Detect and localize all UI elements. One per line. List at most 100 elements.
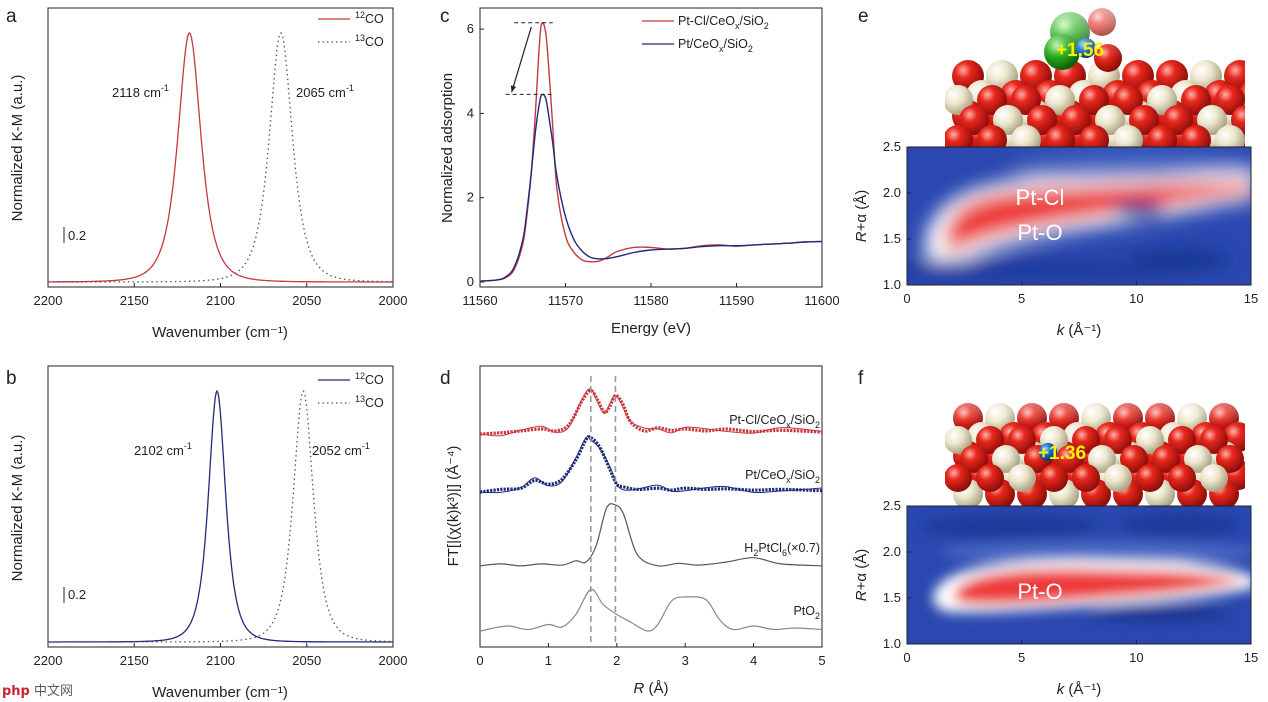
legend-label-pt: Pt/CeOx/SiO2 [678, 37, 753, 54]
x-tick-label: 2150 [120, 653, 149, 668]
panel-a-plot-area [48, 31, 393, 283]
cerium-atom [1045, 85, 1075, 115]
panel-f-structure [945, 395, 1245, 506]
x-tick-label: 11600 [804, 293, 839, 308]
panel-a-frame [47, 7, 394, 288]
panel-e-xlabel: k (Å⁻¹) [1057, 322, 1102, 339]
panel-a-xlabel: Wavenumber (cm⁻¹) [152, 324, 288, 341]
cerium-atom [1136, 426, 1164, 454]
x-tick-label: 5 [1018, 650, 1025, 665]
panel-f-label: f [858, 368, 864, 389]
panel-b-x-ticks: 2200 2150 2100 2050 2000 [34, 643, 408, 668]
y-tick-label: 1.5 [883, 590, 901, 605]
x-tick-label: 10 [1129, 650, 1143, 665]
cerium-atom [1095, 105, 1125, 135]
y-tick-label: 1.0 [883, 636, 901, 651]
region-label-pt-o: Pt-O [1017, 579, 1062, 604]
panel-e: e +1.56 Pt-Cl Pt-O 0 5 10 15 1.0 1.5 2.0 2.5 k … [853, 6, 1258, 339]
x-tick-label: 4 [750, 653, 757, 668]
series-label-pt-cl: Pt-Cl/CeOx/SiO2 [729, 413, 820, 430]
panel-b-label: b [6, 368, 17, 389]
panel-c-ylabel: Normalized adsorption [439, 73, 456, 223]
annotation-peak-12co: 2118 cm-1 [112, 83, 169, 100]
panel-d-frame [479, 365, 823, 648]
series-line-2 [479, 503, 823, 567]
panel-f-frame [906, 505, 1252, 645]
y-tick-label: 6 [467, 21, 474, 36]
series-line-12co [48, 389, 393, 643]
legend-label-12co: 12CO [355, 10, 384, 26]
structure-fade [945, 395, 1245, 425]
panel-b: b 2200 2150 2100 2050 2000 Wavenumber (cm⁻¹)… [6, 365, 408, 701]
y-tick-label: 1.5 [883, 231, 901, 246]
panel-f-structure-label: +1.36 [1038, 443, 1086, 464]
x-tick-label: 11560 [462, 293, 497, 308]
y-tick-label: 2.0 [883, 185, 901, 200]
series-fit-1 [479, 436, 823, 494]
decrease-arrow [511, 26, 532, 93]
oxygen-atom [1216, 445, 1244, 473]
cerium-atom [1113, 125, 1143, 147]
cerium-atom [1197, 105, 1227, 135]
panel-b-legend: 12CO 13CO [318, 371, 384, 410]
panel-f-ylabel: R+α (Å) [853, 549, 870, 601]
x-tick-label: 11570 [548, 293, 583, 308]
cerium-atom [1184, 445, 1212, 473]
oxygen-atom [1120, 445, 1148, 473]
oxygen-atom [1215, 85, 1245, 115]
x-tick-label: 2050 [292, 293, 321, 308]
y-tick-label: 2 [467, 190, 474, 205]
oxygen-atom [1181, 85, 1211, 115]
oxygen-atom [945, 464, 972, 492]
panel-b-ylabel: Normalized K-M (a.u.) [9, 435, 26, 582]
oxygen-atom [1008, 426, 1036, 454]
x-tick-label: 2000 [379, 653, 408, 668]
oxygen-atom [960, 445, 988, 473]
x-tick-label: 2000 [379, 293, 408, 308]
panel-b-xlabel: Wavenumber (cm⁻¹) [152, 684, 288, 701]
panel-e-structure-label: +1.56 [1056, 40, 1104, 61]
y-tick-label: 4 [467, 105, 474, 120]
oxygen-atom [1056, 445, 1084, 473]
series-label-pt: Pt/CeOx/SiO2 [745, 468, 820, 485]
watermark: php 中文网 [2, 680, 73, 699]
platinum-atom [1039, 443, 1057, 461]
series-line-13co [48, 31, 393, 283]
oxygen-atom [977, 125, 1007, 147]
annotation-peak-13co: 2052 cm-1 [312, 441, 370, 458]
cerium-atom [1104, 464, 1132, 492]
panel-c-frame [479, 7, 823, 288]
x-tick-label: 2200 [34, 653, 63, 668]
panel-d: d 0 1 2 3 4 5 R (Å) FT[|(χ(k)k³)|] (Å⁻⁴) Pt-C… [440, 365, 826, 697]
region-label-pt-cl: Pt-Cl [1016, 185, 1065, 210]
series-label-h2ptcl6: H2PtCl6(×0.7) [744, 541, 820, 558]
structure-fade [945, 8, 1245, 58]
legend-label-13co: 13CO [355, 33, 384, 49]
panel-a-scale-bar: 0.2 [63, 227, 86, 243]
oxygen-atom [977, 85, 1007, 115]
y-tick-label: 2.0 [883, 544, 901, 559]
oxygen-atom [1129, 105, 1159, 135]
cerium-atom [1088, 445, 1116, 473]
panel-a: a 2200 2150 2100 2050 2000 Wavenumber (cm⁻¹)… [6, 6, 407, 341]
php-logo-icon: php [2, 684, 30, 699]
x-tick-label: 2 [613, 653, 620, 668]
scale-bar-label: 0.2 [68, 587, 86, 602]
x-tick-label: 2150 [120, 293, 149, 308]
panel-c: c 11560 11570 11580 11590 11600 0 2 4 6 Energy (… [439, 6, 840, 337]
series-fit-0 [479, 388, 823, 437]
cerium-atom [1200, 464, 1228, 492]
panel-d-label: d [440, 368, 451, 389]
cerium-atom [1215, 125, 1245, 147]
legend-label-12co: 12CO [355, 371, 384, 387]
arrow-head [510, 85, 517, 93]
oxygen-atom [959, 105, 989, 135]
series-line-12co [48, 31, 393, 283]
oxygen-atom [1040, 464, 1068, 492]
x-tick-label: 15 [1244, 650, 1258, 665]
x-tick-label: 11590 [719, 293, 754, 308]
x-tick-label: 2050 [292, 653, 321, 668]
panel-e-ylabel: R+α (Å) [853, 190, 870, 242]
scale-bar-label: 0.2 [68, 228, 86, 243]
